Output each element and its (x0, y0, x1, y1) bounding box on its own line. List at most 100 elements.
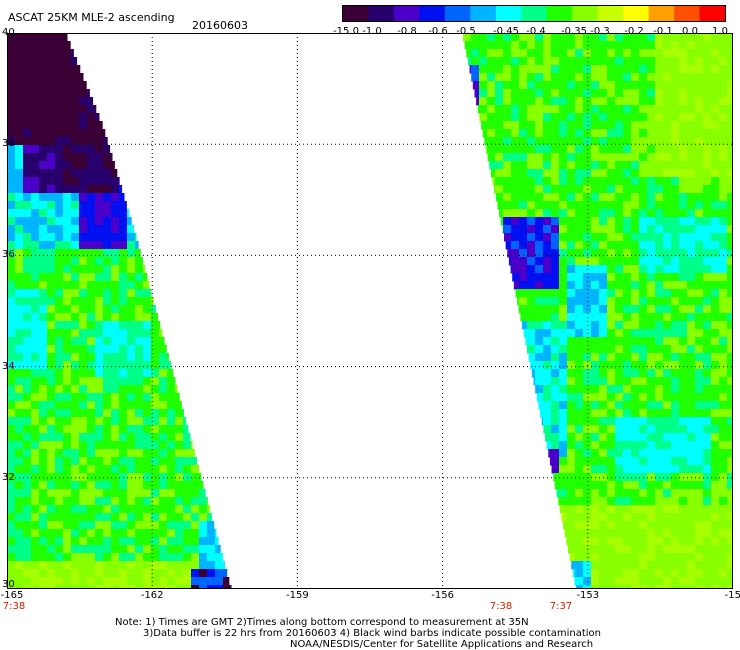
swath-cell (703, 521, 712, 530)
swath-cell (71, 585, 80, 589)
swath-cell (551, 105, 560, 114)
swath-cell (31, 161, 40, 170)
swath-cell (615, 305, 624, 314)
swath-cell (623, 505, 632, 514)
swath-cell (663, 137, 672, 146)
swath-cell (47, 257, 56, 266)
swath-cell (39, 489, 48, 498)
swath-cell (87, 137, 96, 146)
swath-cell (647, 201, 656, 210)
swath-cell (711, 225, 720, 234)
swath-cell (623, 201, 632, 210)
swath-cell (79, 505, 88, 514)
swath-cell (543, 361, 552, 370)
swath-cell (127, 465, 136, 474)
swath-cell (559, 249, 568, 258)
swath-cell (159, 321, 161, 330)
swath-cell (591, 89, 600, 98)
swath-cell (647, 33, 656, 42)
swath-cell (23, 569, 32, 578)
swath-cell (719, 273, 728, 282)
swath-cell (135, 369, 144, 378)
swath-cell (119, 217, 128, 226)
swath-cell (599, 225, 608, 234)
swath-cell (583, 329, 592, 338)
swath-cell (535, 257, 544, 266)
swath-cell (31, 57, 40, 66)
swath-cell (151, 497, 160, 506)
swath-cell (119, 521, 128, 530)
swath-cell (119, 369, 128, 378)
swath-cell (135, 321, 144, 330)
swath-cell (631, 225, 640, 234)
swath-cell (143, 449, 152, 458)
swath-cell (631, 137, 640, 146)
swath-cell (711, 353, 720, 362)
swath-cell (599, 129, 608, 138)
swath-cell (543, 105, 552, 114)
swath-cell (159, 377, 168, 386)
swath-cell (111, 329, 120, 338)
swath-cell (727, 145, 733, 154)
swath-cell (631, 209, 640, 218)
swath-cell (7, 393, 16, 402)
swath-cell (535, 49, 544, 58)
swath-cell (727, 209, 733, 218)
note-line-2: 3)Data buffer is 22 hrs from 20160603 4)… (143, 628, 601, 639)
swath-cell (575, 145, 584, 154)
swath-cell (719, 105, 728, 114)
swath-cell (615, 553, 624, 562)
swath-cell (615, 321, 624, 330)
swath-cell (39, 305, 48, 314)
swath-cell (727, 49, 733, 58)
swath-cell (671, 441, 680, 450)
swath-cell (519, 193, 528, 202)
swath-cell (687, 457, 696, 466)
swath-cell (15, 409, 24, 418)
swath-cell (31, 529, 40, 538)
swath-cell (63, 33, 68, 42)
swath-cell (575, 137, 584, 146)
swath-cell (159, 537, 168, 546)
swath-cell (639, 577, 648, 586)
swath-cell (519, 153, 528, 162)
swath-cell (551, 81, 560, 90)
swath-cell (111, 305, 120, 314)
swath-cell (703, 417, 712, 426)
swath-cell (591, 401, 600, 410)
swath-cell (551, 65, 560, 74)
swath-cell (63, 249, 72, 258)
swath-cell (663, 361, 672, 370)
swath-cell (15, 57, 24, 66)
swath-cell (87, 465, 96, 474)
swath-cell (87, 305, 96, 314)
swath-cell (207, 585, 216, 589)
swath-cell (599, 57, 608, 66)
swath-cell (567, 377, 576, 386)
swath-cell (671, 513, 680, 522)
swath-cell (175, 521, 184, 530)
swath-cell (39, 289, 48, 298)
swath-cell (583, 65, 592, 74)
swath-cell (103, 393, 112, 402)
swath-cell (87, 177, 96, 186)
swath-cell (223, 585, 232, 589)
swath-cell (599, 377, 608, 386)
swath-cell (671, 193, 680, 202)
swath-cell (530, 361, 536, 370)
swath-cell (599, 465, 608, 474)
swath-cell (47, 201, 56, 210)
swath-cell (695, 137, 704, 146)
color-scale-swatch (674, 6, 701, 21)
swath-cell (687, 569, 696, 578)
swath-cell (527, 161, 536, 170)
swath-cell (571, 561, 576, 570)
swath-cell (719, 569, 728, 578)
swath-cell (727, 545, 733, 554)
swath-cell (695, 169, 704, 178)
swath-cell (55, 305, 64, 314)
swath-cell (671, 209, 680, 218)
swath-cell (695, 585, 704, 589)
swath-cell (615, 561, 624, 570)
swath-cell (519, 57, 528, 66)
